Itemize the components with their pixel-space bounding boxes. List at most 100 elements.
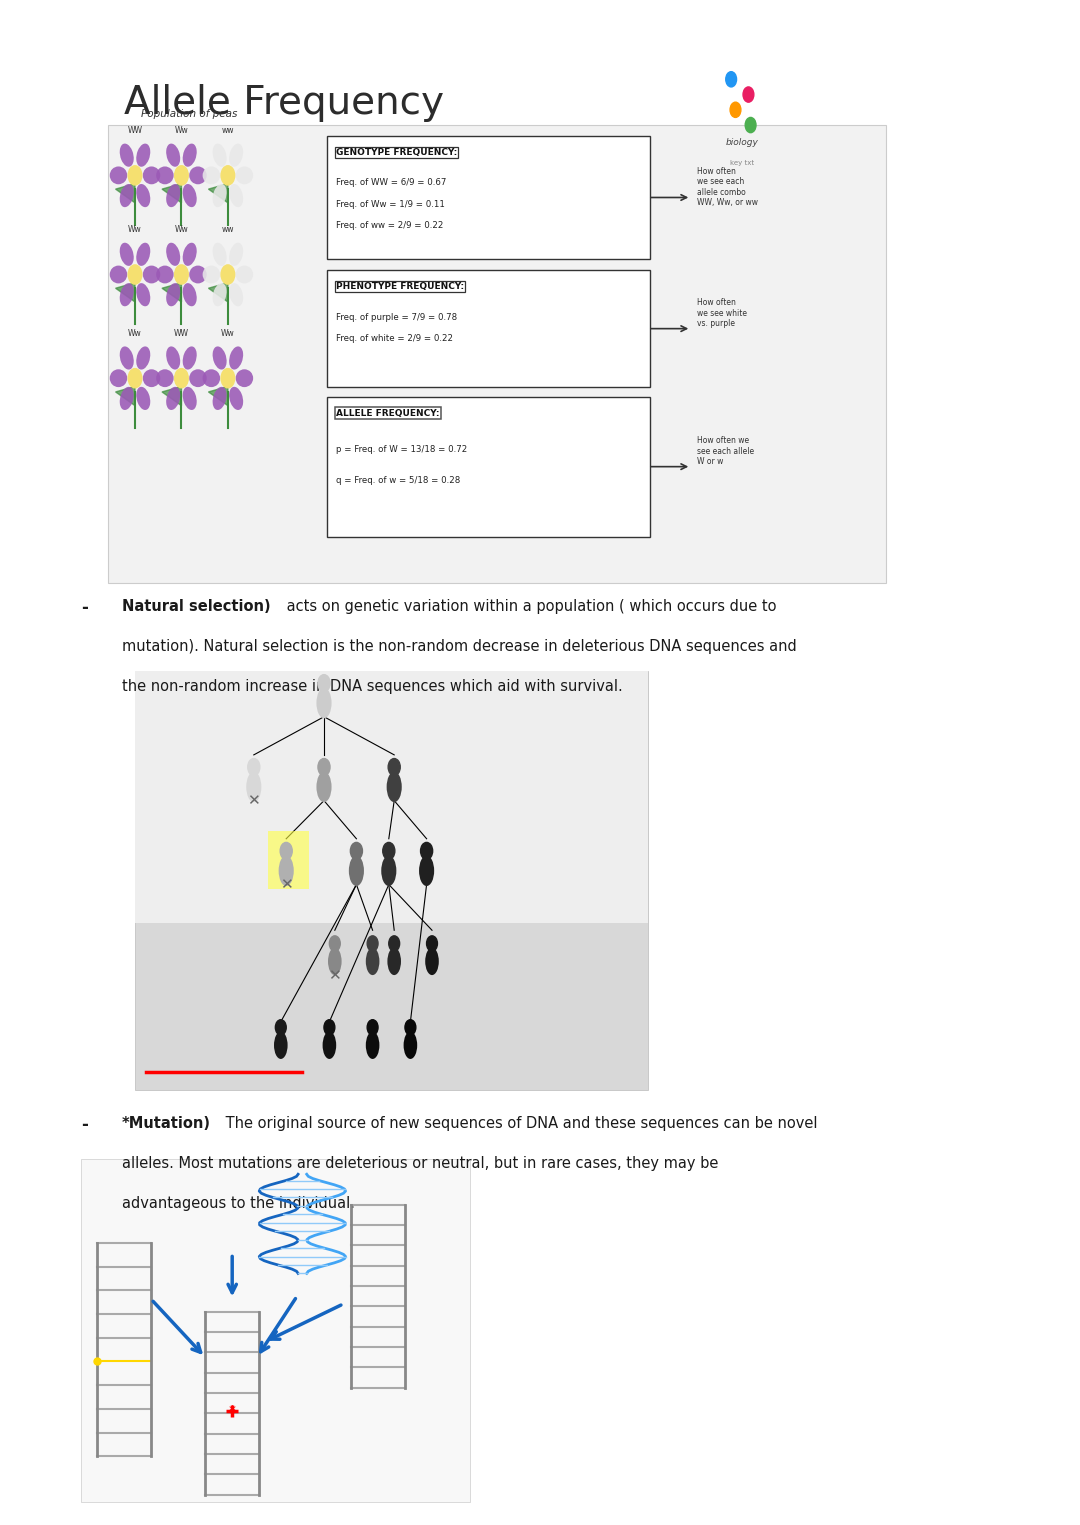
Ellipse shape [366,947,379,974]
Ellipse shape [426,947,438,974]
Text: Freq. of Ww = 1/9 = 0.11: Freq. of Ww = 1/9 = 0.11 [336,200,445,209]
Polygon shape [116,183,135,203]
Text: key txt: key txt [730,160,754,166]
Circle shape [175,166,188,185]
Text: Ww: Ww [221,328,234,337]
Ellipse shape [166,143,180,166]
FancyBboxPatch shape [327,270,650,387]
Text: How often
we see white
vs. purple: How often we see white vs. purple [697,299,746,328]
Ellipse shape [235,265,253,284]
Ellipse shape [183,143,197,166]
Text: Freq. of WW = 6/9 = 0.67: Freq. of WW = 6/9 = 0.67 [336,178,446,188]
Ellipse shape [229,143,243,166]
Text: ww: ww [221,224,234,233]
Ellipse shape [316,772,332,802]
Text: *: * [229,1405,235,1418]
Ellipse shape [136,185,150,207]
Text: The original source of new sequences of DNA and these sequences can be novel: The original source of new sequences of … [221,1116,818,1132]
FancyBboxPatch shape [327,396,650,537]
Text: ✕: ✕ [247,793,260,808]
Ellipse shape [203,166,220,185]
Circle shape [247,758,260,776]
Bar [268,831,309,889]
Text: GENOTYPE FREQUENCY:: GENOTYPE FREQUENCY: [336,148,457,157]
Ellipse shape [235,369,253,387]
Ellipse shape [213,346,227,369]
Ellipse shape [229,346,243,369]
Text: Ww: Ww [129,224,141,233]
Ellipse shape [166,185,180,207]
FancyBboxPatch shape [327,136,650,259]
Ellipse shape [110,166,127,185]
Circle shape [129,265,141,284]
Circle shape [420,842,433,860]
Circle shape [324,1020,335,1035]
Ellipse shape [136,387,150,410]
Circle shape [367,936,378,952]
Text: PHENOTYPE FREQUENCY:: PHENOTYPE FREQUENCY: [336,282,464,291]
Circle shape [221,166,234,185]
Ellipse shape [183,284,197,307]
Circle shape [175,265,188,284]
Ellipse shape [120,242,134,265]
Ellipse shape [166,346,180,369]
Circle shape [743,87,754,102]
Ellipse shape [157,369,174,387]
Ellipse shape [120,346,134,369]
Text: -: - [81,1116,87,1135]
Circle shape [427,936,437,952]
Ellipse shape [183,387,197,410]
Text: Freq. of purple = 7/9 = 0.78: Freq. of purple = 7/9 = 0.78 [336,313,457,322]
Circle shape [175,369,188,387]
Text: acts on genetic variation within a population ( which occurs due to: acts on genetic variation within a popul… [282,599,777,615]
Text: alleles. Most mutations are deleterious or neutral, but in rare cases, they may : alleles. Most mutations are deleterious … [122,1156,718,1171]
Circle shape [275,1020,286,1035]
Circle shape [318,758,330,776]
Circle shape [405,1020,416,1035]
Circle shape [221,265,234,284]
Ellipse shape [279,856,294,886]
Bar [135,671,648,923]
Polygon shape [162,183,181,203]
Ellipse shape [229,242,243,265]
Ellipse shape [213,185,227,207]
Ellipse shape [229,387,243,410]
Text: How often we
see each allele
W or w: How often we see each allele W or w [697,436,754,467]
Ellipse shape [120,143,134,166]
Text: biology: biology [726,137,758,146]
Text: advantageous to the individual.: advantageous to the individual. [122,1196,355,1211]
Circle shape [745,117,756,133]
Text: Ww: Ww [175,224,188,233]
Ellipse shape [143,265,160,284]
Text: ALLELE FREQUENCY:: ALLELE FREQUENCY: [336,409,440,418]
Ellipse shape [246,772,261,802]
Text: Allele Frequency: Allele Frequency [124,84,444,122]
Text: ✕: ✕ [328,968,341,984]
Text: Freq. of ww = 2/9 = 0.22: Freq. of ww = 2/9 = 0.22 [336,221,443,230]
Text: ✕: ✕ [280,877,293,892]
Ellipse shape [404,1031,417,1058]
Ellipse shape [183,346,197,369]
Ellipse shape [316,688,332,718]
Ellipse shape [136,284,150,307]
Polygon shape [208,282,228,302]
Ellipse shape [229,185,243,207]
Ellipse shape [136,346,150,369]
Text: Ww: Ww [175,125,188,134]
Ellipse shape [213,284,227,307]
Circle shape [318,674,330,692]
Ellipse shape [203,265,220,284]
Text: -: - [81,599,87,618]
Ellipse shape [381,856,396,886]
Text: p = Freq. of W = 13/18 = 0.72: p = Freq. of W = 13/18 = 0.72 [336,445,468,454]
Text: WW: WW [174,328,189,337]
Circle shape [329,936,340,952]
Polygon shape [162,386,181,406]
Ellipse shape [143,369,160,387]
Text: *Mutation): *Mutation) [122,1116,211,1132]
Text: Natural selection): Natural selection) [122,599,271,615]
Ellipse shape [189,265,206,284]
Circle shape [382,842,395,860]
Circle shape [221,369,234,387]
Ellipse shape [189,369,206,387]
